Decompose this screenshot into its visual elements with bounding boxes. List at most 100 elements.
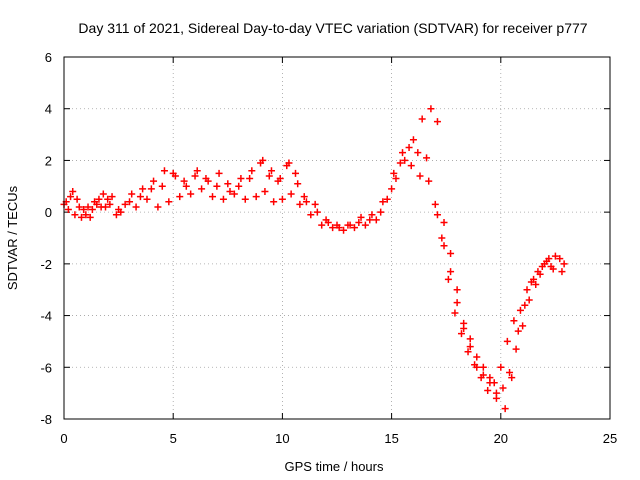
data-point bbox=[86, 213, 94, 221]
data-point bbox=[128, 190, 136, 198]
data-point bbox=[510, 317, 518, 325]
data-point bbox=[241, 195, 249, 203]
data-point bbox=[287, 190, 295, 198]
data-point bbox=[248, 167, 256, 175]
data-point bbox=[224, 180, 232, 188]
data-point bbox=[69, 187, 77, 195]
data-point bbox=[324, 218, 332, 226]
data-point bbox=[126, 198, 134, 206]
data-point bbox=[346, 221, 354, 229]
data-point bbox=[479, 371, 487, 379]
y-tick-label: 4 bbox=[45, 102, 52, 117]
data-point bbox=[259, 156, 267, 164]
data-point bbox=[453, 299, 461, 307]
data-point bbox=[390, 169, 398, 177]
data-point bbox=[73, 195, 81, 203]
plot-frame bbox=[63, 56, 611, 420]
x-axis-label: GPS time / hours bbox=[285, 459, 384, 474]
data-point bbox=[108, 193, 116, 201]
y-tick-label: 6 bbox=[45, 50, 52, 65]
data-point bbox=[407, 162, 415, 170]
data-point bbox=[433, 118, 441, 126]
y-axis-label: SDTVAR / TECUs bbox=[5, 185, 20, 290]
data-point bbox=[451, 309, 459, 317]
series-3 bbox=[62, 149, 555, 413]
series-1 bbox=[60, 144, 568, 395]
data-point bbox=[246, 175, 254, 183]
data-point bbox=[514, 327, 522, 335]
data-point bbox=[506, 368, 514, 376]
data-point bbox=[392, 175, 400, 183]
data-point bbox=[340, 226, 348, 234]
data-point bbox=[204, 177, 212, 185]
data-point bbox=[182, 182, 190, 190]
data-point bbox=[388, 185, 396, 193]
data-point bbox=[176, 193, 184, 201]
x-tick-label: 0 bbox=[60, 431, 67, 446]
series-2 bbox=[64, 105, 566, 402]
data-point bbox=[416, 172, 424, 180]
data-point bbox=[508, 374, 516, 382]
data-point bbox=[193, 167, 201, 175]
data-point bbox=[252, 193, 260, 201]
data-point bbox=[171, 172, 179, 180]
data-point bbox=[464, 348, 472, 356]
data-point bbox=[285, 159, 293, 167]
data-point bbox=[147, 185, 155, 193]
data-point bbox=[558, 268, 566, 276]
data-point bbox=[414, 149, 422, 157]
data-point bbox=[278, 195, 286, 203]
data-point bbox=[379, 198, 387, 206]
x-tick-label: 20 bbox=[494, 431, 508, 446]
data-point bbox=[484, 387, 492, 395]
data-point bbox=[213, 182, 221, 190]
data-point bbox=[99, 190, 107, 198]
data-point bbox=[440, 218, 448, 226]
data-point bbox=[150, 177, 158, 185]
data-point bbox=[501, 405, 509, 413]
data-point bbox=[82, 211, 90, 219]
data-point bbox=[440, 242, 448, 250]
x-tick-label: 5 bbox=[170, 431, 177, 446]
data-point bbox=[519, 322, 527, 330]
data-point bbox=[368, 211, 376, 219]
data-point bbox=[311, 200, 319, 208]
data-point bbox=[219, 195, 227, 203]
data-point bbox=[427, 105, 435, 113]
data-point bbox=[112, 211, 120, 219]
data-point bbox=[503, 337, 511, 345]
data-point bbox=[453, 286, 461, 294]
data-point bbox=[77, 213, 85, 221]
data-point bbox=[318, 221, 326, 229]
data-point bbox=[431, 200, 439, 208]
data-point bbox=[307, 211, 315, 219]
data-point bbox=[117, 208, 125, 216]
data-point bbox=[276, 175, 284, 183]
data-point bbox=[71, 211, 79, 219]
data-point bbox=[466, 343, 474, 351]
data-point bbox=[492, 389, 500, 397]
data-point bbox=[540, 260, 548, 268]
data-point bbox=[335, 224, 343, 232]
x-tick-label: 15 bbox=[384, 431, 398, 446]
data-point bbox=[366, 216, 374, 224]
data-point bbox=[292, 169, 300, 177]
data-point bbox=[215, 169, 223, 177]
data-point bbox=[95, 195, 103, 203]
data-point bbox=[296, 200, 304, 208]
data-point bbox=[294, 180, 302, 188]
data-point bbox=[357, 213, 365, 221]
data-point bbox=[300, 193, 308, 201]
data-point bbox=[396, 159, 404, 167]
data-point bbox=[527, 278, 535, 286]
y-tick-label: -8 bbox=[40, 412, 52, 427]
y-tick-label: -4 bbox=[40, 309, 52, 324]
data-point bbox=[551, 252, 559, 260]
data-point bbox=[101, 203, 109, 211]
data-point bbox=[405, 144, 413, 151]
data-point bbox=[447, 268, 455, 276]
data-point bbox=[473, 363, 481, 371]
data-point bbox=[64, 206, 72, 214]
data-point bbox=[80, 206, 88, 214]
